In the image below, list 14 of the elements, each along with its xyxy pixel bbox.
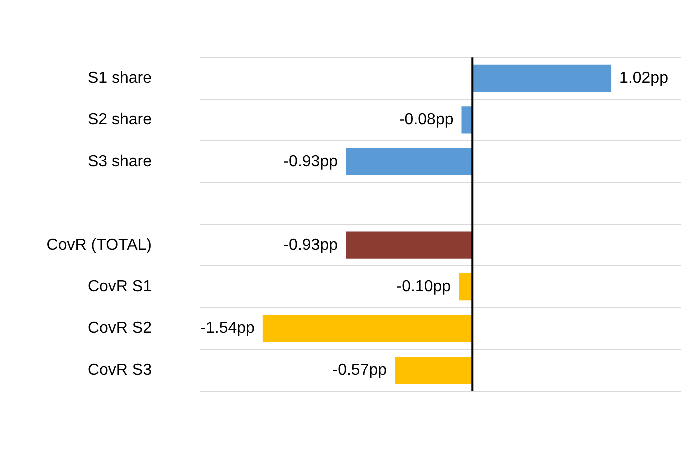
y-tick-label: S2 share — [88, 112, 152, 129]
y-tick-label: CovR S1 — [88, 278, 152, 296]
data-label: -0.93pp — [284, 236, 338, 254]
y-tick-label: S3 share — [88, 153, 152, 170]
y-tick-label: CovR S2 — [88, 320, 152, 338]
y-tick-label: CovR S3 — [88, 362, 152, 379]
data-label: -1.54pp — [200, 320, 256, 338]
data-label: -0.10pp — [396, 278, 452, 296]
data-label: -0.08pp — [399, 112, 454, 129]
data-label: -0.57pp — [332, 362, 388, 379]
y-tick-label: S1 share — [88, 70, 152, 87]
y-tick-label: CovR (TOTAL) — [46, 236, 152, 254]
data-label: 1.02pp — [620, 70, 669, 87]
data-label: -0.93pp — [284, 153, 338, 170]
